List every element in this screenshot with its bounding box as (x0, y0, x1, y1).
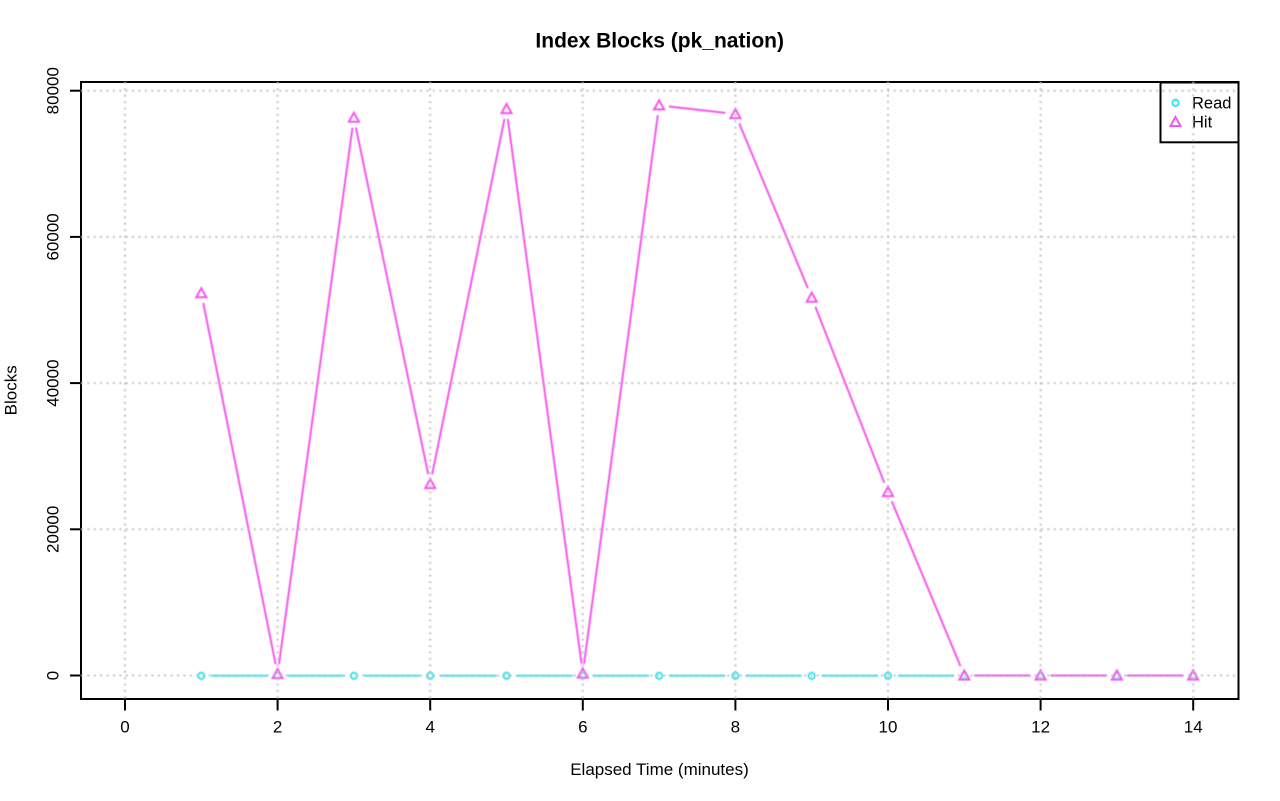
svg-text:10: 10 (879, 718, 898, 737)
svg-text:4: 4 (425, 718, 434, 737)
svg-text:Blocks: Blocks (1, 365, 20, 415)
svg-text:6: 6 (578, 718, 587, 737)
svg-text:60000: 60000 (43, 213, 62, 260)
svg-text:12: 12 (1031, 718, 1050, 737)
svg-text:2: 2 (273, 718, 282, 737)
svg-text:0: 0 (43, 671, 62, 680)
svg-text:Hit: Hit (1192, 114, 1213, 132)
svg-text:8: 8 (731, 718, 740, 737)
svg-text:Elapsed Time (minutes): Elapsed Time (minutes) (570, 760, 749, 779)
svg-text:Read: Read (1192, 95, 1231, 113)
svg-text:0: 0 (120, 718, 129, 737)
svg-text:Index Blocks (pk_nation): Index Blocks (pk_nation) (535, 30, 784, 53)
svg-text:14: 14 (1184, 718, 1203, 737)
svg-text:80000: 80000 (43, 67, 62, 114)
svg-text:20000: 20000 (43, 506, 62, 553)
svg-text:40000: 40000 (43, 359, 62, 406)
